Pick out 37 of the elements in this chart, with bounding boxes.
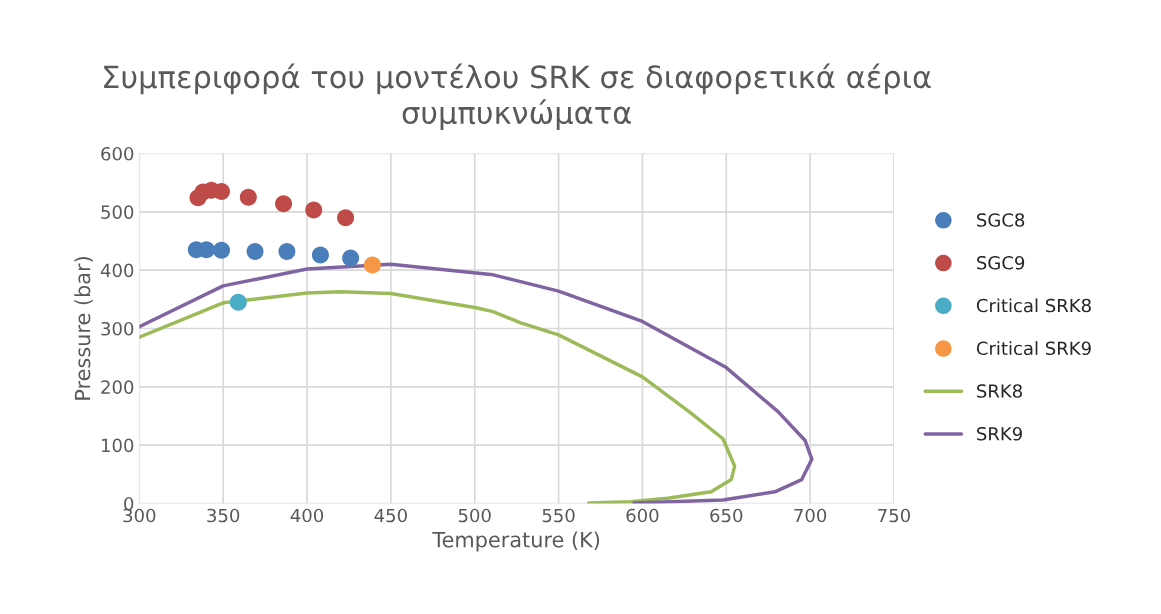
x-tick-label: 500 bbox=[458, 508, 491, 523]
point bbox=[278, 242, 296, 260]
legend-label: SGC9 bbox=[977, 255, 1025, 270]
x-tick-label: 400 bbox=[290, 508, 324, 523]
point bbox=[229, 293, 247, 311]
point bbox=[275, 195, 293, 213]
point bbox=[305, 201, 323, 219]
chart-title: Συμπεριφορά του μοντέλου SRK σε διαφορετικά αέρια συμπυκνώματα bbox=[104, 63, 931, 131]
legend-label: SRK9 bbox=[977, 426, 1022, 441]
point bbox=[246, 242, 264, 260]
line-series bbox=[139, 290, 737, 504]
y-tick-label: 400 bbox=[100, 263, 134, 278]
x-tick-label: 700 bbox=[794, 508, 827, 523]
x-tick-label: 450 bbox=[374, 508, 407, 523]
line-series bbox=[139, 262, 814, 504]
legend-label: Critical SRK8 bbox=[976, 298, 1091, 313]
x-tick-label: 350 bbox=[207, 508, 240, 523]
point bbox=[342, 249, 360, 267]
point bbox=[239, 188, 257, 206]
legend-label: SGC8 bbox=[977, 213, 1025, 227]
y-tick-label: 500 bbox=[101, 205, 134, 219]
x-tick-label: 550 bbox=[542, 508, 575, 523]
point bbox=[337, 209, 355, 227]
y-tick-label: 300 bbox=[101, 321, 134, 336]
point bbox=[212, 241, 230, 259]
legend-label: SRK8 bbox=[977, 384, 1022, 398]
y-tick-label: 100 bbox=[101, 438, 134, 453]
x-tick-label: 600 bbox=[626, 508, 659, 523]
x-tick-label: 750 bbox=[878, 508, 910, 523]
y-tick-label: 200 bbox=[101, 380, 134, 394]
point bbox=[363, 256, 381, 274]
y-tick-label: 600 bbox=[101, 146, 134, 161]
x-tick-label: 650 bbox=[710, 508, 743, 523]
legend-label: Critical SRK9 bbox=[976, 341, 1091, 356]
y-axis-title: Pressure (bar) bbox=[74, 257, 93, 400]
x-axis-title: Temperature (K) bbox=[432, 531, 600, 552]
point bbox=[311, 246, 329, 264]
